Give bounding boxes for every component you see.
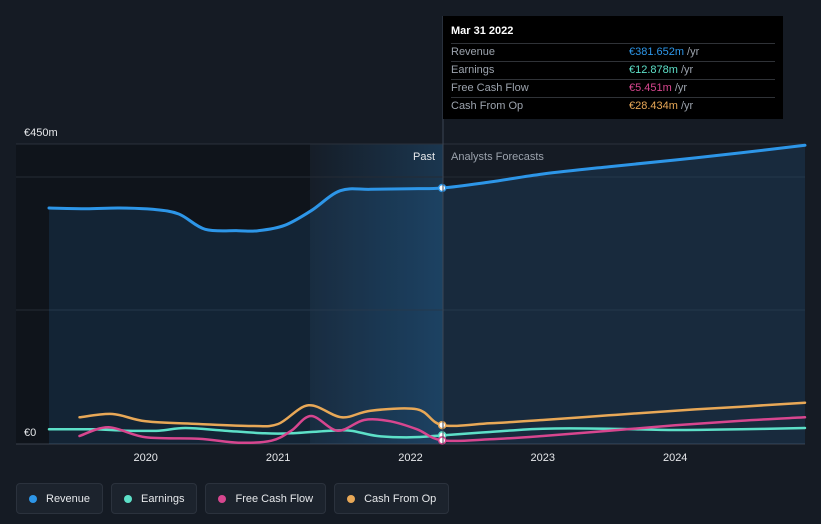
tooltip-row-label: Free Cash Flow — [451, 82, 529, 94]
legend-dot-icon — [218, 494, 227, 503]
x-tick-label: 2021 — [266, 452, 290, 464]
cash-from-op-marker — [437, 420, 447, 430]
tooltip-row-unit: /yr — [674, 82, 688, 94]
legend-label: Earnings — [141, 492, 185, 505]
legend-item-revenue[interactable]: Revenue — [16, 483, 104, 514]
tooltip-row-value: €28.434m — [629, 100, 678, 112]
series-layer — [47, 143, 807, 445]
tooltip-row-unit: /yr — [680, 100, 694, 112]
legend: Revenue Earnings Free Cash Flow Cash From O… — [16, 483, 450, 514]
tooltip-row-value: €12.878m — [629, 64, 678, 76]
tooltip-row-label: Earnings — [451, 64, 495, 76]
past-region-dark — [16, 144, 310, 444]
cash-from-op-line — [78, 401, 807, 428]
tooltip-row-unit: /yr — [680, 64, 694, 76]
legend-dot-icon — [347, 494, 356, 503]
revenue-line — [47, 143, 807, 233]
tooltip-row-value: €381.652m — [629, 46, 685, 58]
tooltip-row: Revenue €381.652m/yr — [451, 43, 775, 61]
x-tick-label: 2022 — [398, 452, 422, 464]
legend-label: Free Cash Flow — [235, 492, 314, 505]
tooltip-rows: Revenue €381.652m/yr Earnings €12.878m/yr Fr… — [451, 43, 775, 115]
free-cash-flow-line — [78, 414, 807, 445]
legend-item-free-cash-flow[interactable]: Free Cash Flow — [205, 483, 327, 514]
tooltip-row: Cash From Op €28.434m/yr — [451, 97, 775, 115]
tooltip-row-label: Revenue — [451, 46, 496, 58]
y-axis-top-label: €450m — [24, 127, 58, 139]
x-tick-label: 2024 — [663, 452, 687, 464]
y-axis-bottom-label: €0 — [24, 427, 36, 439]
legend-dot-icon — [29, 494, 37, 503]
legend-item-cash-from-op[interactable]: Cash From Op — [334, 483, 450, 514]
tooltip-row-label: Cash From Op — [451, 100, 524, 112]
x-axis: 2020 2021 2022 2023 2024 — [133, 452, 687, 464]
tooltip-row: Earnings €12.878m/yr — [451, 61, 775, 79]
free-cash-flow-marker — [437, 436, 447, 445]
past-label: Past — [413, 151, 435, 163]
earnings-line — [47, 426, 807, 439]
tooltip: Mar 31 2022 Revenue €381.652m/yr Earnings €… — [443, 16, 783, 119]
legend-label: Revenue — [46, 492, 91, 505]
tooltip-date: Mar 31 2022 — [451, 25, 514, 37]
x-tick-label: 2023 — [531, 452, 555, 464]
legend-label: Cash From Op — [364, 492, 437, 505]
revenue-area — [49, 145, 805, 445]
legend-dot-icon — [124, 494, 133, 503]
x-tick-label: 2020 — [133, 452, 157, 464]
legend-item-earnings[interactable]: Earnings — [111, 483, 198, 514]
tooltip-row-value: €5.451m — [629, 82, 672, 94]
tooltip-row-unit: /yr — [687, 46, 700, 58]
tooltip-row: Free Cash Flow €5.451m/yr — [451, 79, 775, 97]
forecast-label: Analysts Forecasts — [451, 151, 544, 163]
revenue-marker — [437, 183, 447, 193]
